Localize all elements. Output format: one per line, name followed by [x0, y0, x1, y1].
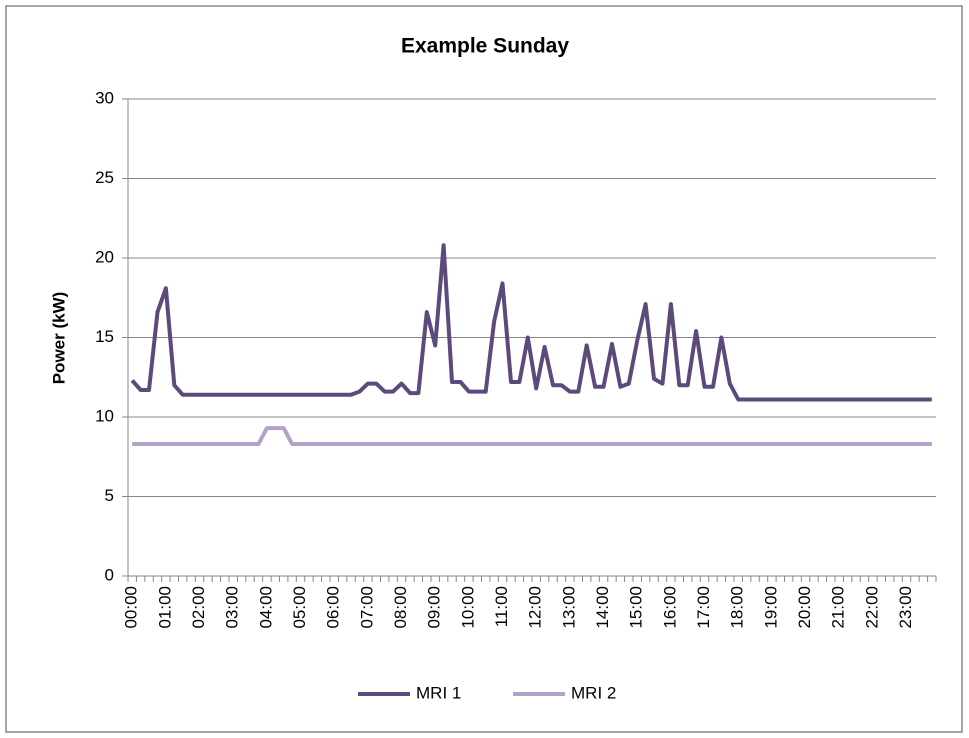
x-tick-label: 09:00 [425, 586, 444, 629]
x-tick-label: 16:00 [660, 586, 679, 629]
x-tick-label: 04:00 [256, 586, 275, 629]
x-tick-label: 12:00 [526, 586, 545, 629]
x-tick-label: 15:00 [627, 586, 646, 629]
y-tick-label: 10 [95, 406, 114, 425]
y-tick-label: 25 [95, 168, 114, 187]
chart-frame [5, 5, 963, 733]
x-tick-label: 11:00 [492, 586, 511, 627]
legend-label: MRI 1 [416, 683, 461, 702]
x-tick-label: 18:00 [728, 586, 747, 629]
x-tick-label: 10:00 [458, 586, 477, 629]
x-tick-label: 02:00 [189, 586, 208, 629]
y-tick-label: 5 [105, 486, 114, 505]
x-tick-label: 23:00 [896, 586, 915, 629]
line-series [132, 426, 932, 446]
chart-title: Example Sunday [401, 35, 569, 58]
x-tick-label: 08:00 [391, 586, 410, 629]
x-tick-label: 00:00 [122, 586, 141, 629]
x-tick-label: 06:00 [324, 586, 343, 629]
x-tick-label: 13:00 [559, 586, 578, 629]
line-series [130, 243, 932, 402]
x-tick-label: 17:00 [694, 586, 713, 629]
x-tick-label: 01:00 [155, 586, 174, 629]
y-tick-label: 15 [95, 327, 114, 346]
y-tick-label: 30 [95, 88, 114, 107]
y-tick-label: 0 [105, 565, 114, 584]
y-tick-label: 20 [95, 247, 114, 266]
x-tick-label: 19:00 [761, 586, 780, 629]
x-tick-label: 21:00 [829, 586, 848, 629]
x-tick-label: 22:00 [862, 586, 881, 629]
x-tick-label: 07:00 [357, 586, 376, 629]
y-axis-title: Power (kW) [49, 292, 68, 385]
x-tick-label: 20:00 [795, 586, 814, 629]
x-tick-label: 05:00 [290, 586, 309, 629]
x-tick-label: 03:00 [223, 586, 242, 629]
legend-label: MRI 2 [571, 683, 616, 702]
x-tick-label: 14:00 [593, 586, 612, 629]
